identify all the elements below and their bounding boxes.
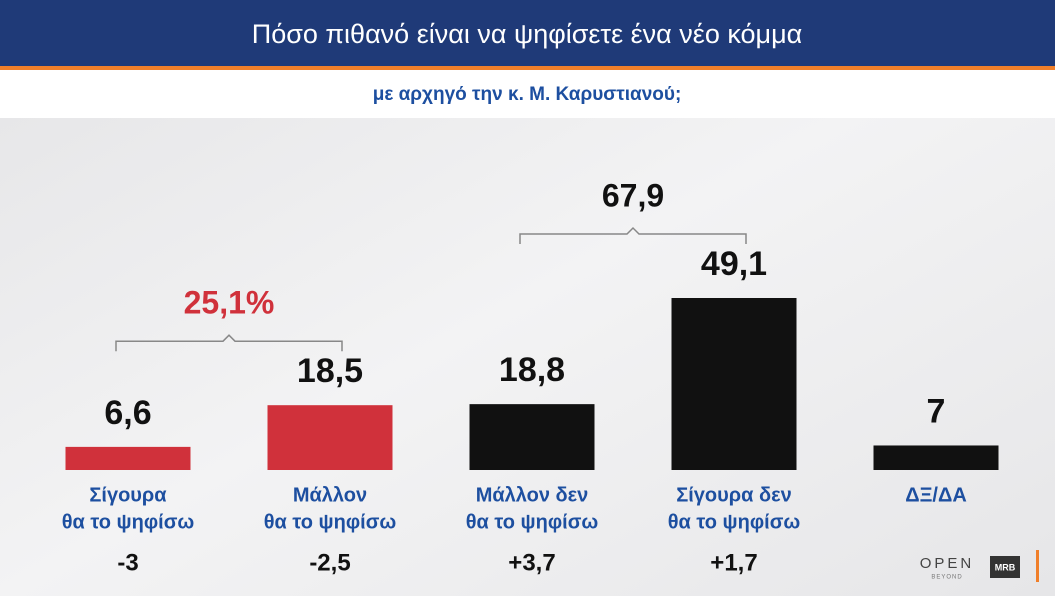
bar xyxy=(469,404,595,470)
x-tick-label: θα το ψηφίσω xyxy=(668,511,801,533)
x-tick-label: Μάλλον xyxy=(293,484,367,506)
value-label: 49,1 xyxy=(701,245,767,283)
group-total: 67,9 xyxy=(602,177,664,213)
group-total: 25,1% xyxy=(184,285,275,321)
bar xyxy=(65,446,191,470)
x-tick-label: Μάλλον δεν xyxy=(476,484,589,506)
group-bracket xyxy=(115,334,343,352)
change-label: +3,7 xyxy=(508,549,555,576)
group-bracket xyxy=(519,226,747,244)
change-label: -3 xyxy=(117,549,138,576)
x-tick-label: θα το ψηφίσω xyxy=(62,511,195,533)
chart-subtitle: με αρχηγό την κ. Μ. Καρυστιανού; xyxy=(373,84,682,105)
x-tick-label: Σίγουρα xyxy=(89,484,167,506)
logo-accent xyxy=(1036,550,1039,582)
bar xyxy=(873,445,999,470)
value-label: 6,6 xyxy=(104,394,151,432)
logo-box xyxy=(990,556,1020,578)
header-accent xyxy=(0,66,1055,70)
change-label: -2,5 xyxy=(309,549,350,576)
value-label: 7 xyxy=(927,392,946,430)
bar xyxy=(671,298,797,470)
x-tick-label: θα το ψηφίσω xyxy=(466,511,599,533)
chart-title: Πόσο πιθανό είναι να ψηφίσετε ένα νέο κό… xyxy=(252,19,803,49)
x-tick-label: θα το ψηφίσω xyxy=(264,511,397,533)
bar xyxy=(267,405,393,470)
x-tick-label: ΔΞ/ΔΑ xyxy=(905,484,967,506)
value-label: 18,5 xyxy=(297,352,363,390)
subtitle-bar xyxy=(0,70,1055,118)
logo-text: MRB xyxy=(995,562,1016,572)
x-tick-label: Σίγουρα δεν xyxy=(676,484,792,506)
value-label: 18,8 xyxy=(499,351,565,389)
logo-text: OPEN xyxy=(920,555,975,572)
header-bar xyxy=(0,0,1055,66)
logo-text: BEYOND xyxy=(931,575,962,581)
change-label: +1,7 xyxy=(710,549,757,576)
